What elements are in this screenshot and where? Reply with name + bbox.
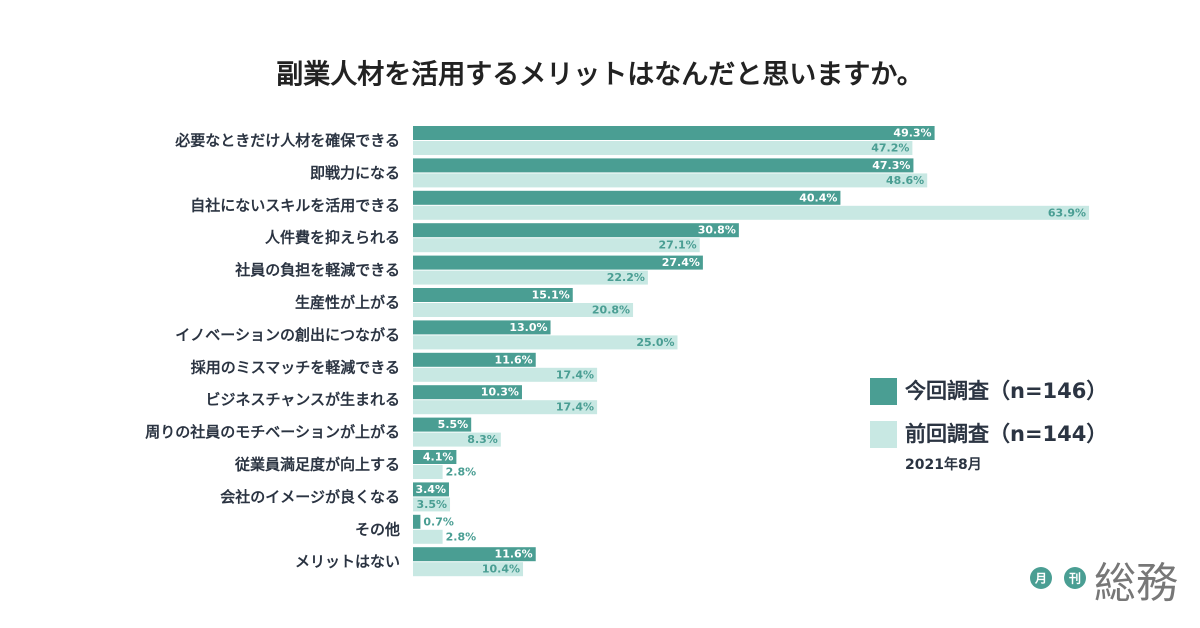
value-label: 47.2%: [871, 142, 909, 155]
bar: [413, 529, 443, 544]
value-label: 5.5%: [438, 418, 469, 431]
value-label: 27.1%: [659, 239, 697, 252]
bar: [413, 320, 551, 335]
legend-swatch: [870, 378, 897, 405]
subtitle: 2021年8月: [905, 456, 982, 473]
bar: [413, 367, 598, 382]
category-label: メリットはない: [295, 553, 400, 571]
logo-text: 総務: [1094, 559, 1178, 608]
bar: [413, 450, 457, 464]
category-label: その他: [355, 520, 400, 538]
value-label: 2.8%: [446, 466, 477, 479]
bar: [413, 514, 421, 529]
logo-badge: [1064, 567, 1086, 589]
bar: [413, 352, 536, 367]
bar: [413, 497, 451, 512]
value-label: 47.3%: [872, 159, 910, 172]
category-label: 周りの社員のモチベーションが上がる: [145, 423, 400, 441]
value-label: 25.0%: [636, 336, 674, 349]
value-label: 11.6%: [495, 548, 533, 561]
category-label: 生産性が上がる: [295, 294, 400, 312]
value-label: 15.1%: [532, 289, 570, 302]
bar: [413, 205, 1090, 220]
value-label: 8.3%: [467, 433, 498, 446]
value-label: 17.4%: [556, 401, 594, 414]
category-label: 社員の負担を軽減できる: [234, 261, 400, 279]
value-label: 10.3%: [481, 386, 519, 399]
value-label: 63.9%: [1048, 206, 1086, 219]
value-label: 0.7%: [423, 515, 454, 528]
legend-swatch: [870, 421, 897, 448]
bar: [413, 417, 472, 432]
value-label: 48.6%: [886, 174, 924, 187]
legend-label: 前回調査（n=144）: [905, 422, 1107, 446]
value-label: 22.2%: [607, 271, 645, 284]
bar: [413, 385, 522, 400]
logo-badge: [1030, 567, 1052, 589]
category-label: 自社にないスキルを活用できる: [190, 196, 400, 214]
value-label: 11.6%: [495, 353, 533, 366]
bar: [413, 562, 524, 577]
value-label: 27.4%: [662, 256, 700, 269]
bar: [413, 335, 678, 350]
value-label: 30.8%: [698, 224, 736, 237]
value-label: 2.8%: [446, 530, 477, 543]
value-label: 13.0%: [509, 321, 547, 334]
bar: [413, 432, 501, 447]
category-label: 必要なときだけ人材を確保できる: [174, 132, 400, 150]
bar: [413, 255, 703, 270]
bar: [413, 303, 634, 317]
bar: [413, 158, 914, 173]
category-label: ビジネスチャンスが生まれる: [205, 391, 400, 409]
category-label: 従業員満足度が向上する: [234, 456, 400, 474]
category-label: 人件費を抑えられる: [265, 229, 400, 247]
value-label: 3.5%: [417, 498, 448, 511]
bar: [413, 482, 449, 497]
bar: [413, 400, 598, 415]
category-label: 採用のミスマッチを軽減できる: [191, 358, 400, 376]
bar: [413, 465, 443, 479]
value-label: 4.1%: [423, 451, 454, 464]
chart-title: 副業人材を活用するメリットはなんだと思いますか。: [276, 60, 923, 91]
bar: [413, 190, 841, 205]
value-label: 49.3%: [893, 127, 931, 140]
logo-badge-text: 月: [1034, 572, 1047, 586]
value-label: 17.4%: [556, 368, 594, 381]
bar: [413, 238, 700, 253]
bar: [413, 288, 573, 302]
bar: [413, 223, 739, 238]
bar: [413, 270, 648, 285]
value-label: 20.8%: [592, 304, 630, 317]
bar: [413, 173, 928, 188]
value-label: 10.4%: [482, 563, 520, 576]
legend-label: 今回調査（n=146）: [905, 379, 1107, 403]
bar: [413, 126, 935, 140]
category-label: イノベーションの創出につながる: [175, 326, 400, 344]
bar: [413, 141, 913, 155]
value-label: 40.4%: [799, 191, 837, 204]
category-label: 即戦力になる: [310, 164, 400, 182]
value-label: 3.4%: [415, 483, 446, 496]
bar: [413, 547, 536, 562]
logo-badge-text: 刊: [1069, 572, 1081, 586]
category-label: 会社のイメージが良くなる: [220, 488, 400, 506]
